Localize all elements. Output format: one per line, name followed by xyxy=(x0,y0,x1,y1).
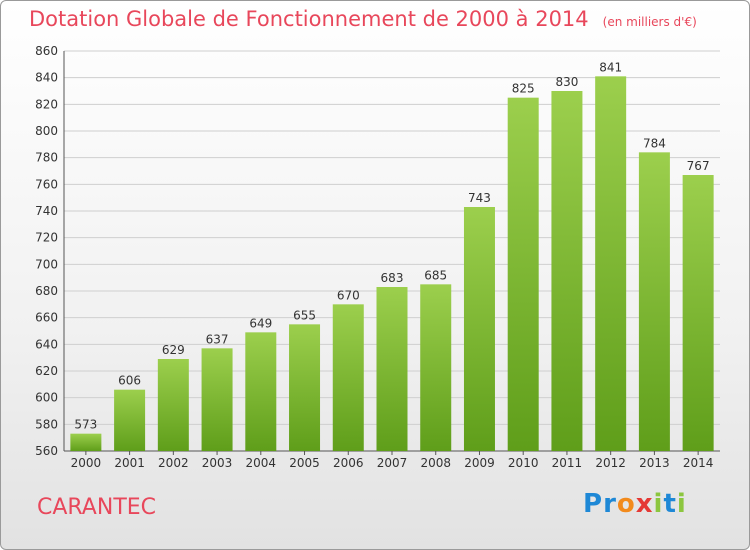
bar xyxy=(551,91,583,451)
data-label: 743 xyxy=(468,191,491,205)
bar xyxy=(289,324,321,451)
unit-note: (en milliers d'€) xyxy=(602,15,697,29)
bar xyxy=(332,304,364,451)
bar xyxy=(70,433,102,451)
x-tick-label: 2004 xyxy=(246,456,277,470)
data-label: 573 xyxy=(74,418,97,432)
data-label: 784 xyxy=(643,136,666,150)
x-tick-label: 2008 xyxy=(420,456,451,470)
x-tick-label: 2006 xyxy=(333,456,364,470)
y-tick-label: 620 xyxy=(35,364,58,378)
title-text: Dotation Globale de Fonctionnement de 20… xyxy=(29,7,589,31)
chart-title: Dotation Globale de Fonctionnement de 20… xyxy=(29,7,697,31)
data-label: 637 xyxy=(206,332,229,346)
x-tick-label: 2001 xyxy=(114,456,145,470)
commune-name: CARANTEC xyxy=(37,495,157,520)
x-tick-label: 2007 xyxy=(377,456,408,470)
data-label: 685 xyxy=(424,268,447,282)
bar xyxy=(245,332,277,451)
y-tick-label: 760 xyxy=(35,177,58,191)
bar xyxy=(114,389,146,451)
x-tick-label: 2005 xyxy=(289,456,320,470)
x-tick-label: 2014 xyxy=(683,456,714,470)
logo-letter: t xyxy=(663,489,677,519)
data-label: 841 xyxy=(599,60,622,74)
x-tick-label: 2003 xyxy=(202,456,233,470)
y-tick-label: 840 xyxy=(35,71,58,85)
logo-letter: P xyxy=(583,489,604,519)
y-tick-label: 800 xyxy=(35,124,58,138)
bar xyxy=(638,152,670,452)
logo-letter: x xyxy=(635,489,654,519)
data-label: 683 xyxy=(381,271,404,285)
y-tick-label: 660 xyxy=(35,311,58,325)
data-label: 767 xyxy=(687,159,710,173)
bar xyxy=(507,97,539,452)
bar xyxy=(157,359,189,451)
y-tick-label: 720 xyxy=(35,231,58,245)
y-tick-label: 740 xyxy=(35,204,58,218)
proxiti-logo: Proxiti xyxy=(583,489,687,519)
x-tick-label: 2011 xyxy=(552,456,583,470)
y-tick-label: 580 xyxy=(35,417,58,431)
x-tick-label: 2000 xyxy=(71,456,102,470)
bar xyxy=(376,287,408,451)
data-label: 606 xyxy=(118,374,141,388)
data-label: 830 xyxy=(555,75,578,89)
x-tick-label: 2012 xyxy=(595,456,626,470)
x-tick-label: 2002 xyxy=(158,456,189,470)
y-tick-label: 780 xyxy=(35,151,58,165)
y-tick-label: 860 xyxy=(35,44,58,58)
logo-letter: r xyxy=(603,489,617,519)
data-label: 655 xyxy=(293,308,316,322)
bar xyxy=(463,207,495,451)
data-label: 825 xyxy=(512,82,535,96)
logo-letter: i xyxy=(653,489,664,519)
bar xyxy=(595,76,627,451)
y-tick-label: 600 xyxy=(35,391,58,405)
bar xyxy=(420,284,452,451)
data-label: 649 xyxy=(249,316,272,330)
y-tick-label: 700 xyxy=(35,257,58,271)
y-tick-label: 560 xyxy=(35,444,58,458)
bar xyxy=(201,348,233,451)
x-tick-label: 2010 xyxy=(508,456,539,470)
y-tick-label: 820 xyxy=(35,97,58,111)
data-label: 629 xyxy=(162,343,185,357)
data-label: 670 xyxy=(337,288,360,302)
logo-letter: o xyxy=(616,489,636,519)
logo-letter: i xyxy=(676,489,687,519)
y-tick-label: 680 xyxy=(35,284,58,298)
y-tick-label: 640 xyxy=(35,337,58,351)
bar xyxy=(682,175,714,451)
x-tick-label: 2013 xyxy=(639,456,670,470)
x-tick-label: 2009 xyxy=(464,456,495,470)
